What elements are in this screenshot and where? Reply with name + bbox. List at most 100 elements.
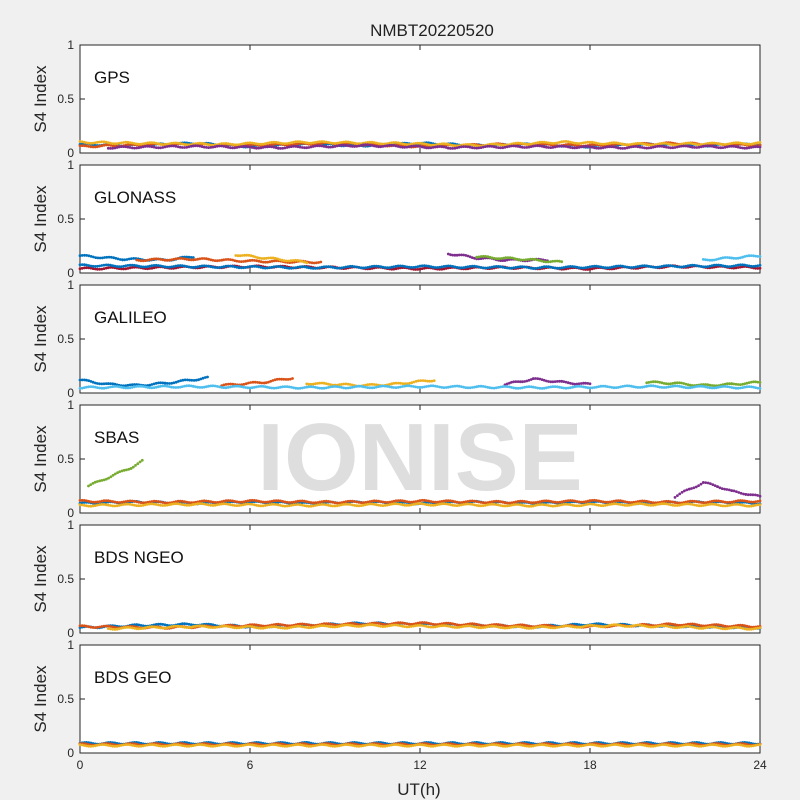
data-point (283, 385, 287, 388)
data-point (396, 145, 400, 148)
data-point (682, 144, 686, 148)
data-point (542, 378, 546, 382)
data-point (715, 263, 718, 267)
data-point (691, 145, 694, 149)
data-point (495, 257, 499, 261)
data-point (222, 144, 226, 148)
data-point (235, 259, 239, 263)
data-point (697, 264, 701, 268)
data-point (346, 140, 350, 144)
data-point (725, 265, 729, 268)
data-point (320, 144, 324, 148)
data-point (708, 386, 712, 390)
data-point (405, 382, 409, 385)
data-point (279, 141, 282, 145)
data-point (248, 143, 252, 147)
data-point (146, 267, 150, 271)
data-point (159, 381, 163, 385)
data-point (344, 386, 348, 390)
data-point (383, 144, 387, 148)
data-point (381, 384, 385, 388)
data-point (536, 386, 540, 390)
data-point (244, 259, 248, 263)
data-point (420, 385, 424, 389)
data-point (101, 256, 104, 260)
data-point (688, 386, 692, 390)
data-point (244, 144, 248, 148)
data-point (247, 253, 251, 257)
data-point (593, 266, 596, 270)
data-point (656, 385, 659, 388)
data-point (161, 146, 165, 149)
data-point (758, 387, 762, 390)
data-point (244, 266, 248, 269)
data-point (579, 385, 583, 388)
data-point (385, 142, 389, 146)
data-point (318, 381, 322, 385)
data-point (747, 381, 751, 384)
data-point (660, 386, 664, 389)
data-point (181, 146, 184, 149)
data-point (758, 263, 762, 267)
data-point (172, 381, 176, 385)
data-point (699, 384, 703, 388)
data-point (545, 141, 548, 144)
data-point (623, 384, 627, 388)
data-point (420, 142, 424, 145)
data-point (335, 141, 339, 145)
data-point (654, 143, 657, 147)
data-point (579, 266, 583, 270)
data-point (144, 259, 147, 262)
data-point (573, 385, 577, 389)
data-point (111, 264, 115, 267)
data-point (451, 144, 455, 147)
data-point (85, 254, 89, 257)
data-point (423, 264, 426, 268)
data-point (664, 142, 668, 145)
data-point (152, 382, 156, 386)
data-point (381, 142, 385, 146)
data-point (571, 141, 574, 145)
data-point (464, 145, 468, 149)
data-point (704, 258, 707, 262)
data-point (564, 380, 568, 384)
data-point (285, 259, 288, 263)
data-point (357, 142, 361, 146)
data-point (242, 385, 245, 389)
data-point (643, 146, 646, 150)
data-point (327, 382, 330, 386)
data-point (654, 265, 657, 269)
data-point (743, 142, 747, 146)
series-track (475, 254, 564, 264)
data-point (83, 263, 86, 267)
data-point (515, 257, 519, 261)
data-point (658, 144, 662, 148)
data-point (470, 143, 474, 147)
data-point (673, 143, 677, 147)
data-point (743, 382, 747, 386)
data-point (305, 385, 309, 389)
data-point (120, 267, 123, 271)
data-point (392, 381, 396, 385)
data-point (477, 265, 481, 269)
data-point (649, 265, 653, 269)
data-point (616, 264, 620, 268)
data-point (189, 265, 193, 269)
data-point (575, 144, 579, 147)
data-point (93, 145, 97, 149)
data-point (146, 258, 150, 262)
data-point (405, 143, 409, 146)
data-point (429, 143, 433, 147)
data-point (457, 384, 461, 388)
data-point (710, 258, 714, 262)
data-point (470, 256, 474, 259)
data-point (303, 265, 306, 269)
data-point (475, 146, 479, 150)
data-point (525, 385, 529, 389)
data-point (634, 142, 638, 145)
data-point (320, 265, 324, 269)
data-point (494, 265, 498, 268)
data-point (627, 384, 631, 388)
data-point (206, 375, 209, 379)
data-point (379, 145, 383, 149)
